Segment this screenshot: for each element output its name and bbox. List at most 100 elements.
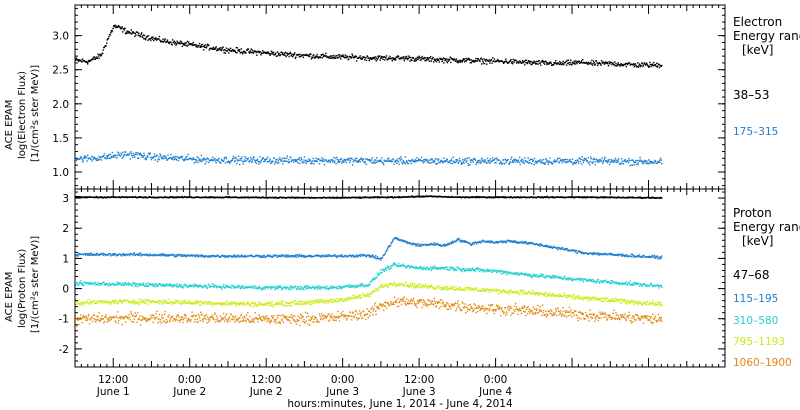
electron-point-series-2: [449, 160, 451, 162]
electron-point-series-1: [190, 44, 193, 46]
proton-point-series-1: [331, 197, 334, 199]
electron-point-series-2: [322, 160, 324, 163]
electron-legend-series-1: 38–53: [733, 88, 770, 102]
electron-point-series-1: [302, 54, 304, 56]
electron-point-series-2: [116, 154, 119, 156]
electron-point-series-2: [270, 160, 272, 163]
proton-point-series-2: [453, 241, 455, 244]
proton-point-series-1: [386, 197, 388, 199]
electron-point-series-1: [261, 52, 263, 55]
electron-point-series-2: [258, 161, 260, 163]
electron-point-series-1: [638, 63, 641, 65]
electron-point-series-1: [260, 54, 262, 56]
electron-point-series-1: [472, 59, 474, 62]
electron-point-series-1: [647, 65, 649, 67]
proton-point-series-3: [100, 283, 103, 285]
proton-point-series-2: [653, 256, 655, 258]
electron-point-series-1: [618, 64, 621, 66]
electron-point-series-1: [119, 26, 121, 28]
electron-point-series-2: [572, 163, 574, 166]
electron-point-series-1: [225, 47, 228, 49]
electron-point-series-1: [231, 50, 233, 53]
proton-point-series-3: [160, 284, 162, 287]
electron-point-series-2: [247, 157, 249, 160]
proton-point-series-1: [358, 196, 360, 198]
proton-point-series-2: [525, 243, 528, 245]
electron-point-series-1: [532, 62, 535, 64]
electron-point-series-2: [571, 158, 574, 160]
proton-point-series-3: [152, 285, 154, 287]
electron-point-series-2: [237, 155, 240, 157]
proton-point-series-3: [136, 285, 139, 288]
electron-point-series-1: [490, 59, 493, 61]
electron-point-series-1: [141, 35, 143, 37]
electron-point-series-1: [482, 62, 485, 64]
proton-point-series-2: [164, 255, 166, 257]
proton-point-series-1: [583, 196, 586, 198]
electron-point-series-1: [461, 60, 463, 62]
electron-point-series-1: [248, 52, 251, 54]
proton-point-series-3: [103, 281, 105, 283]
proton-point-series-2: [432, 243, 435, 246]
electron-point-series-2: [630, 164, 632, 166]
proton-point-series-2: [612, 253, 614, 255]
electron-point-series-1: [376, 57, 378, 59]
proton-point-series-2: [134, 254, 136, 257]
proton-point-series-3: [213, 286, 216, 289]
electron-point-series-2: [299, 162, 301, 165]
electron-point-series-1: [145, 38, 147, 41]
proton-point-series-3: [123, 284, 126, 286]
electron-point-series-2: [118, 152, 120, 154]
electron-point-series-2: [141, 154, 143, 157]
electron-point-series-2: [245, 160, 248, 162]
electron-point-series-1: [152, 36, 154, 38]
electron-point-series-2: [197, 157, 200, 159]
proton-point-series-1: [536, 197, 538, 199]
electron-point-series-1: [171, 44, 173, 46]
electron-point-series-2: [407, 162, 409, 165]
electron-point-series-1: [246, 49, 248, 51]
proton-point-series-1: [336, 197, 338, 199]
electron-point-series-1: [186, 40, 189, 43]
electron-point-series-1: [512, 58, 514, 61]
electron-point-series-2: [122, 156, 124, 158]
electron-point-series-1: [336, 55, 338, 57]
electron-point-series-2: [334, 160, 336, 162]
proton-point-series-2: [463, 241, 466, 243]
electron-point-series-2: [120, 153, 123, 156]
electron-point-series-1: [571, 64, 573, 66]
proton-point-series-3: [230, 287, 232, 289]
electron-point-series-2: [255, 162, 258, 164]
electron-point-series-1: [447, 60, 450, 62]
electron-point-series-1: [233, 49, 236, 52]
proton-point-series-2: [147, 253, 150, 256]
electron-point-series-2: [185, 158, 188, 160]
electron-point-series-1: [463, 61, 466, 63]
proton-point-series-2: [84, 254, 87, 256]
electron-point-series-1: [96, 56, 98, 58]
electron-point-series-1: [208, 49, 210, 51]
proton-point-series-3: [167, 284, 170, 287]
electron-point-series-1: [137, 34, 139, 36]
proton-point-series-2: [202, 255, 205, 257]
electron-point-series-2: [372, 162, 375, 164]
electron-point-series-2: [642, 160, 644, 163]
proton-point-series-2: [87, 253, 89, 255]
electron-point-series-1: [576, 62, 578, 65]
proton-point-series-2: [333, 255, 335, 257]
proton-point-series-2: [207, 256, 209, 258]
electron-point-series-2: [360, 158, 362, 160]
proton-point-series-3: [135, 283, 138, 285]
electron-point-series-2: [527, 157, 529, 159]
electron-point-series-2: [614, 157, 617, 160]
electron-point-series-1: [423, 58, 425, 60]
electron-point-series-2: [96, 159, 98, 162]
proton-point-series-3: [147, 285, 150, 287]
proton-point-series-2: [624, 254, 626, 256]
electron-point-series-2: [448, 161, 450, 163]
electron-point-series-2: [642, 162, 645, 165]
electron-point-series-1: [298, 53, 300, 56]
electron-point-series-1: [106, 39, 108, 41]
electron-point-series-2: [426, 158, 428, 161]
electron-point-series-2: [474, 158, 476, 160]
